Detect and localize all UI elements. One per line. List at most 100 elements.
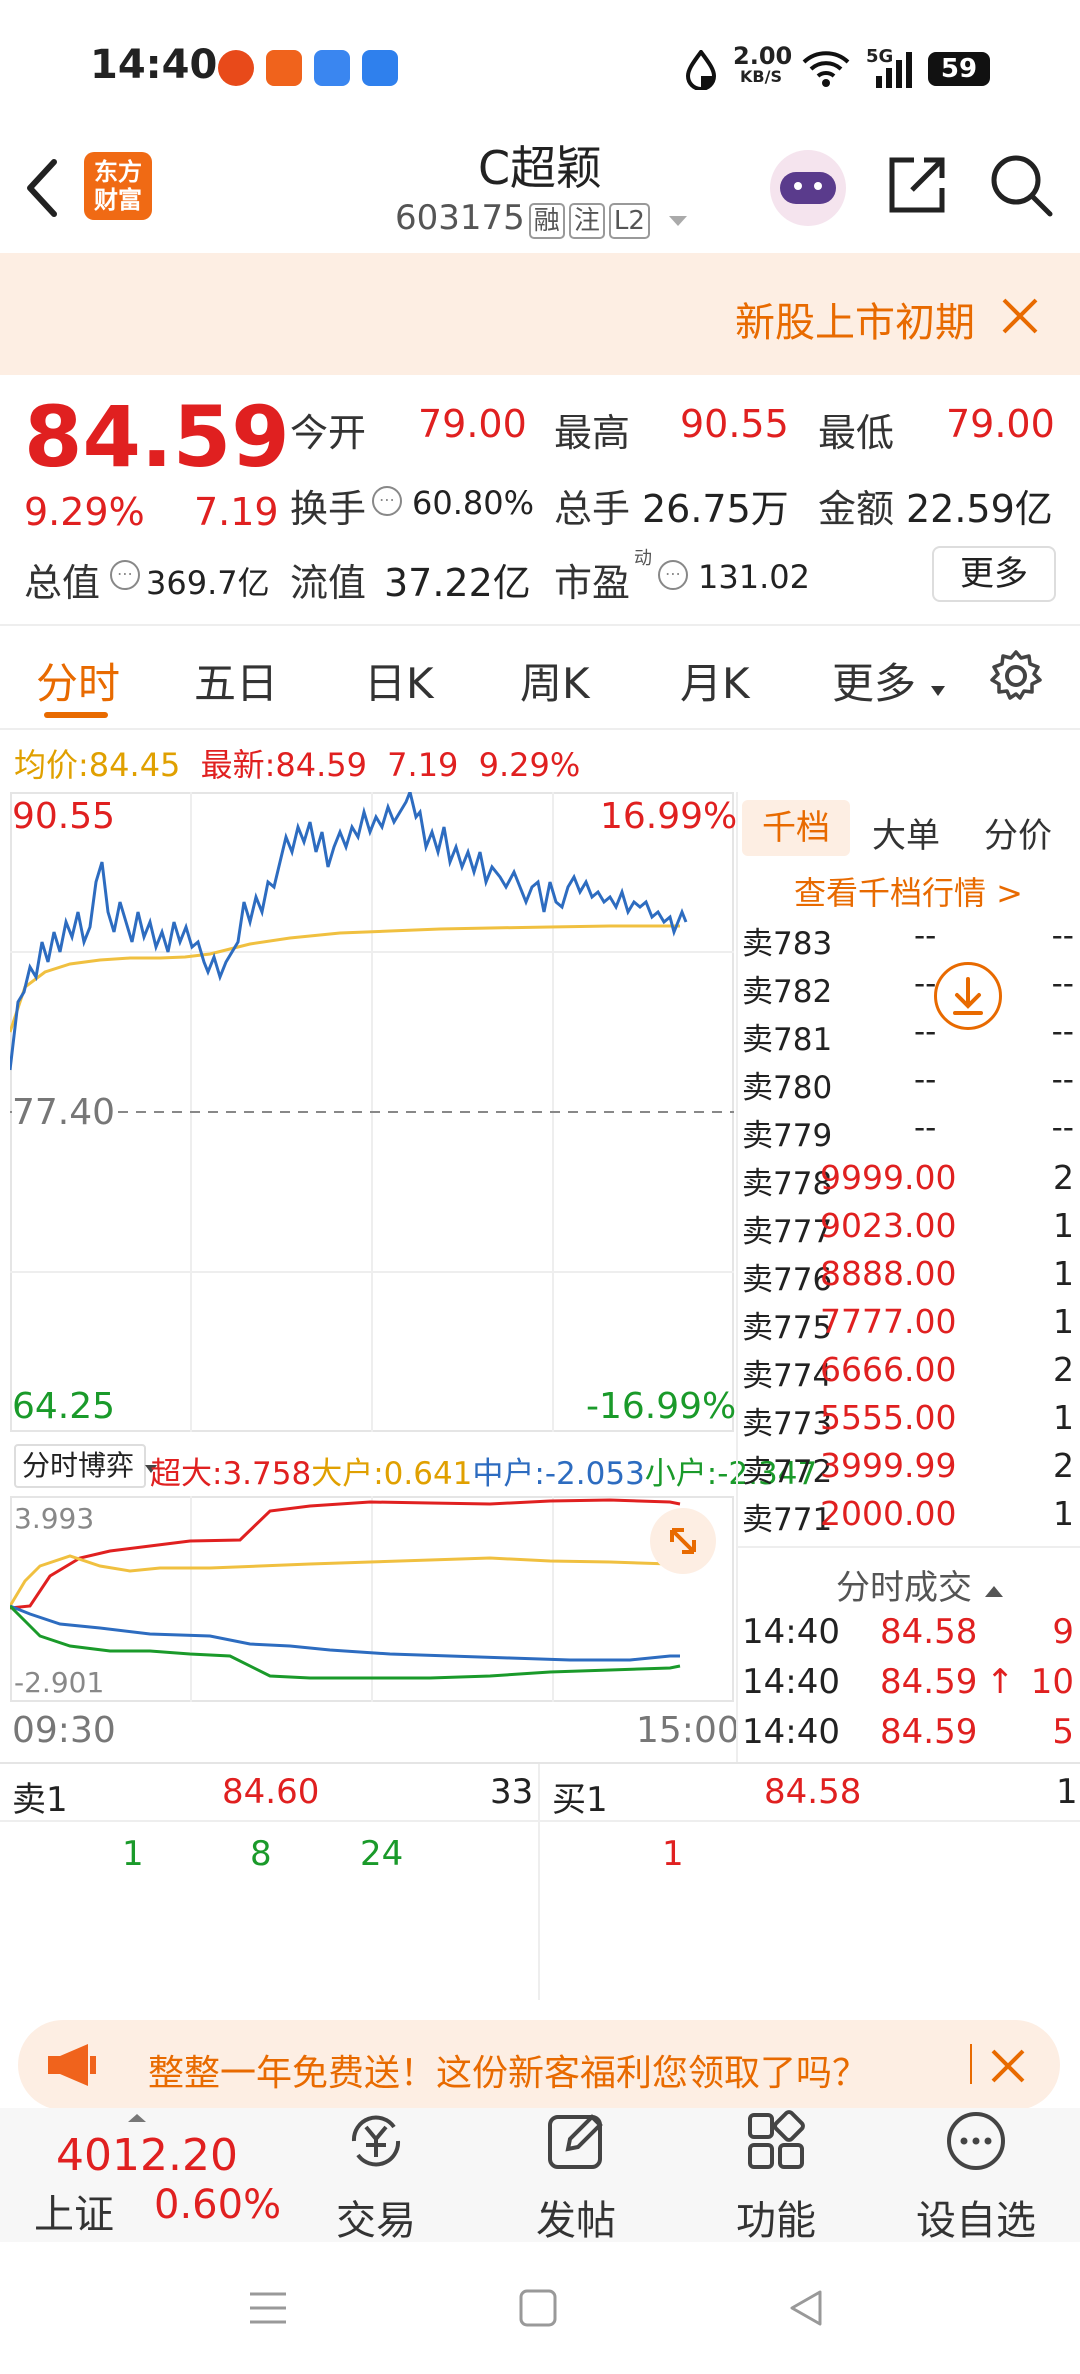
tag-rong: 融 xyxy=(528,203,565,239)
divider xyxy=(736,792,738,1762)
info-icon[interactable]: ⋯ xyxy=(110,560,140,590)
app2-notification-icon xyxy=(362,50,398,86)
sell1-volume: 33 xyxy=(490,1772,534,1812)
menu-icon[interactable] xyxy=(248,2288,288,2328)
view-levels-link[interactable]: 查看千档行情 > xyxy=(794,874,1023,912)
flow-chart[interactable] xyxy=(10,1496,734,1702)
search-icon[interactable] xyxy=(988,152,1054,218)
ask-level: 卖776 xyxy=(742,1262,833,1298)
nav-trade[interactable]: 交易 xyxy=(336,2198,416,2244)
home-icon[interactable] xyxy=(518,2288,558,2328)
stock-code-row[interactable]: 603175 融注 L2 xyxy=(395,198,689,239)
ask-price: 2000.00 xyxy=(820,1494,957,1533)
close-icon[interactable] xyxy=(990,2048,1026,2084)
ask-row: 卖774 6666.00 2 xyxy=(742,1350,1074,1398)
divider xyxy=(0,1762,1080,1764)
ask-row: 卖775 7777.00 1 xyxy=(742,1302,1074,1350)
ask-level: 卖772 xyxy=(742,1454,833,1490)
low-label: 最低 xyxy=(818,411,895,455)
buy1-label: 买1 xyxy=(552,1780,608,1820)
tab-daily-k[interactable]: 日K xyxy=(364,659,434,708)
edit-post-icon[interactable] xyxy=(540,2105,612,2177)
back-nav-icon[interactable] xyxy=(786,2288,826,2328)
latest-price-value: 84.59 xyxy=(275,746,367,784)
trade-volume: 5 xyxy=(1052,1712,1074,1752)
price-line xyxy=(10,792,688,1071)
notice-banner[interactable] xyxy=(0,253,1080,375)
index-value[interactable]: 4012.20 xyxy=(56,2130,238,2181)
tab-big-orders[interactable]: 大单 xyxy=(872,816,940,856)
trade-time: 14:40 xyxy=(742,1612,840,1652)
x-axis-start: 09:30 xyxy=(12,1710,116,1751)
trades-title[interactable]: 分时成交 xyxy=(836,1560,1005,1609)
home-notification-icon xyxy=(314,50,350,86)
index-name[interactable]: 上证 xyxy=(34,2192,114,2238)
ask-volume: 2 xyxy=(1053,1350,1074,1389)
ask-row: 卖779 -- -- xyxy=(742,1110,1074,1158)
index-change-pct[interactable]: 0.60% xyxy=(154,2182,282,2228)
info-icon[interactable]: ⋯ xyxy=(658,560,688,590)
download-icon[interactable] xyxy=(934,962,1002,1030)
assistant-avatar-icon[interactable] xyxy=(770,150,846,226)
ask-price: -- xyxy=(914,918,937,954)
info-icon[interactable]: ⋯ xyxy=(372,486,402,516)
close-icon[interactable] xyxy=(1000,296,1040,336)
tab-monthly-k[interactable]: 月K xyxy=(680,659,750,708)
tab-thousand-levels[interactable]: 千档 xyxy=(742,800,850,856)
turnover-label: 换手 xyxy=(290,487,367,531)
telegram-notification-icon xyxy=(266,50,302,86)
nav-functions[interactable]: 功能 xyxy=(736,2198,816,2244)
expand-icon[interactable] xyxy=(650,1508,716,1574)
high-label: 最高 xyxy=(554,411,631,455)
watchlist-icon[interactable] xyxy=(940,2105,1012,2177)
tab-more[interactable]: 更多 xyxy=(832,650,947,711)
last-price: 84.59 xyxy=(24,388,290,486)
tab-intraday[interactable]: 分时 xyxy=(36,659,121,708)
more-button[interactable]: 更多 xyxy=(932,546,1056,602)
net-speed-unit: KB/S xyxy=(740,67,782,86)
flow-big-line xyxy=(10,1498,681,1610)
nav-add-watchlist[interactable]: 设自选 xyxy=(916,2198,1036,2244)
ask-level: 卖779 xyxy=(742,1118,833,1154)
trade-time: 14:40 xyxy=(742,1712,840,1752)
megaphone-icon xyxy=(48,2044,96,2086)
chevron-up-icon xyxy=(128,2114,146,2122)
promo-bar[interactable] xyxy=(18,2020,1060,2110)
chart-header: 均价:84.45 最新:84.59 7.19 9.29% xyxy=(14,740,580,786)
eastmoney-logo[interactable]: 东方 财富 xyxy=(84,152,152,220)
divider xyxy=(0,624,1080,626)
flow-small-label: 小户: xyxy=(644,1456,718,1492)
trade-row: 14:40 84.58 9 xyxy=(742,1612,1074,1662)
nav-post[interactable]: 发帖 xyxy=(536,2198,616,2244)
avg-price-line xyxy=(10,924,680,1033)
trade-price: 84.59 xyxy=(880,1662,978,1702)
low-value: 79.00 xyxy=(946,402,1055,446)
ask-level: 卖775 xyxy=(742,1310,833,1346)
back-icon[interactable] xyxy=(22,158,62,218)
ask-level: 卖771 xyxy=(742,1502,833,1538)
price-chart[interactable] xyxy=(10,792,734,1432)
ask-volume: 1 xyxy=(1053,1302,1074,1341)
flow-selector[interactable]: 分时博弈 xyxy=(14,1444,157,1488)
share-icon[interactable] xyxy=(884,152,950,218)
open-label: 今开 xyxy=(290,411,367,455)
chevron-down-icon xyxy=(668,216,687,226)
tab-price-distribution[interactable]: 分价 xyxy=(984,816,1052,856)
ask-level: 卖777 xyxy=(742,1214,833,1250)
tab-5day[interactable]: 五日 xyxy=(194,659,279,708)
high-value: 90.55 xyxy=(680,402,789,446)
sell1-price: 84.60 xyxy=(222,1772,320,1812)
gear-icon[interactable] xyxy=(988,648,1044,704)
stock-code: 603175 xyxy=(395,198,525,238)
functions-icon[interactable] xyxy=(740,2105,812,2177)
trade-icon[interactable] xyxy=(340,2105,412,2177)
ask-level: 卖783 xyxy=(742,926,833,962)
ask-price: 3999.99 xyxy=(820,1446,957,1485)
trade-volume: 9 xyxy=(1052,1612,1074,1652)
ask-row: 卖783 -- -- xyxy=(742,918,1074,966)
tab-weekly-k[interactable]: 周K xyxy=(520,659,590,708)
ask-price: -- xyxy=(914,966,937,1002)
battery-level: 59 xyxy=(940,54,978,84)
ask-level: 卖781 xyxy=(742,1022,833,1058)
flow-small-line xyxy=(10,1604,681,1680)
